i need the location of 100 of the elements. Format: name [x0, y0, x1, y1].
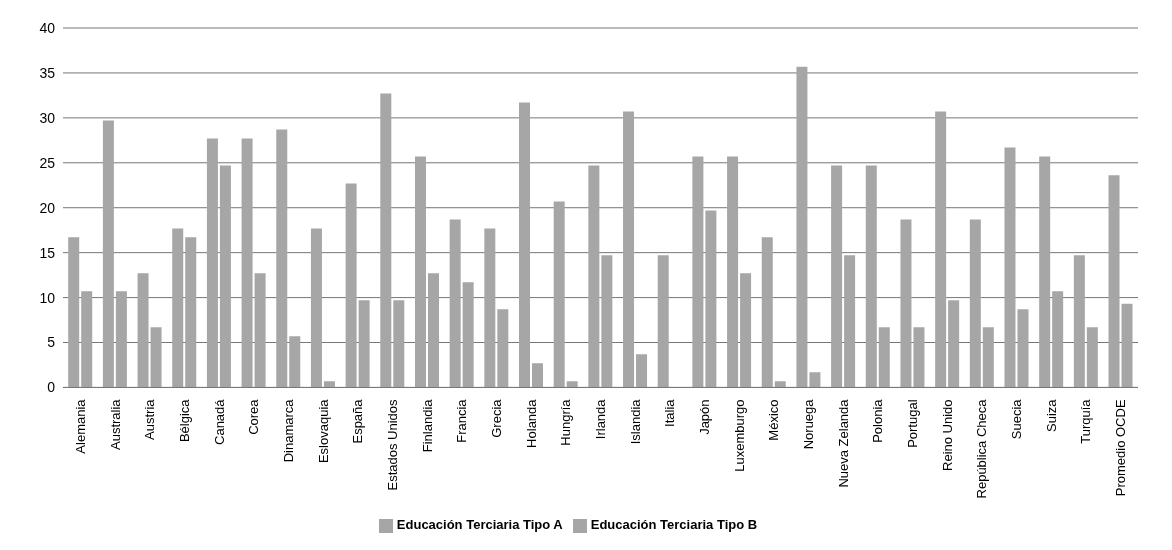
bar: [393, 300, 405, 388]
y-tick-label: 30: [39, 109, 56, 126]
bar: [276, 129, 288, 388]
x-tick-label: Hungría: [558, 398, 574, 446]
bar: [623, 111, 635, 388]
bar: [1073, 255, 1085, 388]
x-tick-label: Italia: [662, 398, 678, 427]
bar: [705, 210, 717, 388]
x-tick-label: España: [350, 398, 366, 444]
bar: [809, 372, 821, 388]
x-tick-label: Francia: [454, 398, 470, 443]
x-tick-label: Islandia: [627, 398, 643, 445]
bar: [150, 327, 162, 388]
y-tick-label: 25: [39, 154, 56, 171]
y-tick-label: 35: [39, 64, 56, 81]
x-tick-label: Portugal: [905, 399, 921, 448]
x-tick-label: Australia: [107, 398, 123, 451]
bar: [380, 93, 392, 388]
bar: [982, 327, 994, 388]
bar: [1004, 147, 1016, 388]
x-tick-label: Suiza: [1043, 398, 1059, 432]
y-tick-label: 40: [39, 19, 56, 36]
y-tick-label: 15: [39, 244, 56, 261]
bar: [844, 255, 856, 388]
bar: [601, 255, 613, 388]
bar: [81, 291, 93, 388]
bar: [532, 363, 544, 388]
y-tick-label: 5: [47, 334, 56, 351]
bar: [254, 273, 266, 388]
bar: [948, 300, 960, 388]
bar: [206, 138, 218, 388]
bar: [1108, 175, 1120, 388]
x-tick-label: Turquía: [1078, 398, 1094, 444]
bar: [102, 120, 114, 388]
x-tick-label: Estados Unidos: [384, 398, 400, 491]
bar: [519, 102, 531, 388]
bar: [900, 219, 912, 388]
x-tick-label: Corea: [246, 398, 262, 435]
bar: [636, 354, 648, 388]
bar: [1121, 303, 1133, 388]
bar: [588, 165, 600, 388]
y-tick-label: 0: [47, 379, 56, 396]
bar: [913, 327, 925, 388]
y-tick-label: 20: [39, 199, 56, 216]
bar: [172, 228, 184, 388]
bar: [345, 183, 357, 388]
y-tick-label: 10: [39, 289, 56, 306]
bar: [761, 237, 773, 388]
bar: [796, 66, 808, 388]
legend-label: Educación Terciaria Tipo B: [590, 517, 758, 533]
bar: [692, 156, 704, 388]
bar: [241, 138, 253, 388]
bar: [831, 165, 843, 388]
bar: [878, 327, 890, 388]
x-tick-label: Suecia: [1009, 398, 1025, 440]
bar: [462, 282, 474, 388]
bar: [935, 111, 947, 388]
x-tick-label: Promedio OCDE: [1113, 399, 1129, 497]
bar: [323, 381, 335, 388]
bar: [553, 201, 565, 388]
x-tick-label: Noruega: [801, 398, 817, 450]
x-tick-label: México: [766, 399, 782, 441]
x-tick-label: Canadá: [211, 398, 227, 445]
bar: [497, 309, 509, 388]
bar: [449, 219, 461, 388]
bar: [427, 273, 439, 388]
bar: [727, 156, 739, 388]
x-tick-label: Irlanda: [593, 398, 608, 440]
bar: [358, 300, 370, 388]
x-tick-label: Austria: [142, 398, 158, 440]
x-tick-label: República Checa: [974, 398, 990, 499]
bar: [1052, 291, 1064, 388]
x-tick-label: Dinamarca: [280, 398, 296, 463]
x-tick-label: Holanda: [523, 398, 539, 448]
bar: [115, 291, 127, 388]
x-tick-label: Nueva Zelanda: [835, 398, 851, 488]
x-tick-label: Luxemburgo: [731, 399, 747, 472]
bar: [865, 165, 877, 388]
bar: [68, 237, 80, 388]
x-tick-label: Reino Unido: [939, 399, 955, 471]
legend-label: Educación Terciaria Tipo A: [396, 517, 563, 533]
bar: [484, 228, 496, 388]
bar: [1017, 309, 1029, 388]
bar: [310, 228, 322, 388]
x-tick-label: Finlandia: [419, 398, 435, 453]
bar: [289, 336, 301, 388]
bar: [414, 156, 426, 388]
x-tick-label: Alemania: [72, 398, 88, 454]
bar: [969, 219, 981, 388]
bar: [1039, 156, 1051, 388]
bar: [1086, 327, 1098, 388]
bar: [657, 255, 669, 388]
x-tick-label: Grecia: [488, 398, 504, 438]
x-tick-label: Japón: [697, 399, 713, 435]
x-tick-label: Eslovaquia: [315, 398, 331, 464]
bar: [566, 381, 578, 388]
x-tick-label: Bélgica: [176, 398, 192, 443]
x-tick-label: Polonia: [870, 398, 886, 443]
bar: [774, 381, 786, 388]
bar: [219, 165, 231, 388]
